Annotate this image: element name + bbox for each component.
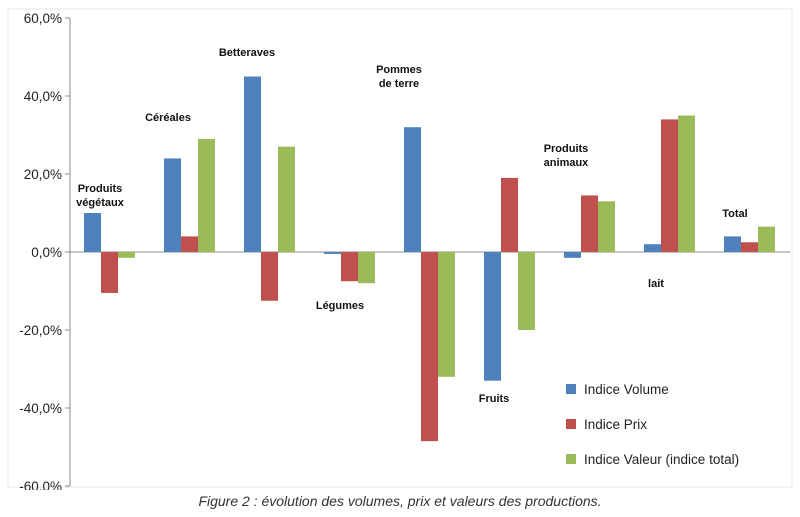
category-label: lait: [648, 278, 664, 290]
legend-label: Indice Valeur (indice total): [584, 452, 739, 467]
y-tick-label: 0,0%: [31, 245, 62, 260]
bar-chart: 60,0% 40,0% 20,0% 0,0% -20,0% -40,0% -60,0% Pro…: [7, 8, 793, 490]
y-tick-label: -60,0%: [19, 479, 62, 490]
y-tick-label: -20,0%: [19, 323, 62, 338]
bar-betteraves-1: [244, 76, 261, 252]
category-label: Pommes: [376, 64, 422, 76]
category-label: végétaux: [76, 197, 125, 209]
category-label: Céréales: [145, 112, 191, 124]
bar-fruits-3: [518, 252, 535, 330]
bar-total-2: [741, 242, 758, 252]
bar-pommes-de-terre-1: [404, 127, 421, 252]
chart-border: [7, 8, 793, 488]
bar-produits-v-g-taux-1: [84, 213, 101, 252]
category-label: Produits: [78, 183, 123, 195]
bar-produits-animaux-2: [581, 195, 598, 252]
legend-swatch: [566, 384, 576, 394]
bar-fruits-1: [484, 252, 501, 381]
legend-swatch: [566, 454, 576, 464]
legend-label: Indice Volume: [584, 382, 669, 397]
category-label: Betteraves: [219, 47, 275, 59]
y-tick-label: 20,0%: [24, 167, 62, 182]
bar-lait-2: [661, 119, 678, 253]
bar-c-r-ales-2: [181, 236, 198, 252]
bar-total-3: [758, 226, 775, 252]
category-label: Légumes: [316, 300, 364, 312]
bar-betteraves-3: [278, 146, 295, 252]
legend-label: Indice Prix: [584, 417, 647, 432]
bar-betteraves-2: [261, 252, 278, 301]
y-tick-label: -40,0%: [19, 401, 62, 416]
bar-lait-1: [644, 244, 661, 252]
bar-l-gumes-2: [341, 252, 358, 282]
bar-produits-v-g-taux-3: [118, 252, 135, 258]
bar-l-gumes-3: [358, 252, 375, 284]
bar-produits-animaux-3: [598, 201, 615, 252]
category-label: de terre: [379, 78, 419, 90]
bar-produits-animaux-1: [564, 252, 581, 258]
bar-c-r-ales-3: [198, 138, 215, 252]
bar-lait-3: [678, 115, 695, 252]
bar-pommes-de-terre-3: [438, 252, 455, 377]
category-label: Fruits: [479, 393, 510, 405]
category-label: Produits: [544, 143, 589, 155]
figure-caption: Figure 2 : évolution des volumes, prix e…: [198, 493, 602, 509]
chart-area: 60,0% 40,0% 20,0% 0,0% -20,0% -40,0% -60,0% Pro…: [7, 8, 793, 490]
bar-l-gumes-1: [324, 252, 341, 254]
bar-total-1: [724, 236, 741, 252]
y-tick-label: 40,0%: [24, 89, 62, 104]
category-label: Total: [722, 208, 747, 220]
bar-pommes-de-terre-2: [421, 252, 438, 442]
y-tick-label: 60,0%: [24, 11, 62, 26]
category-label: animaux: [544, 157, 590, 169]
bar-fruits-2: [501, 177, 518, 252]
bar-c-r-ales-1: [164, 158, 181, 252]
bar-produits-v-g-taux-2: [101, 252, 118, 293]
legend-background: [551, 370, 766, 470]
legend-swatch: [566, 419, 576, 429]
